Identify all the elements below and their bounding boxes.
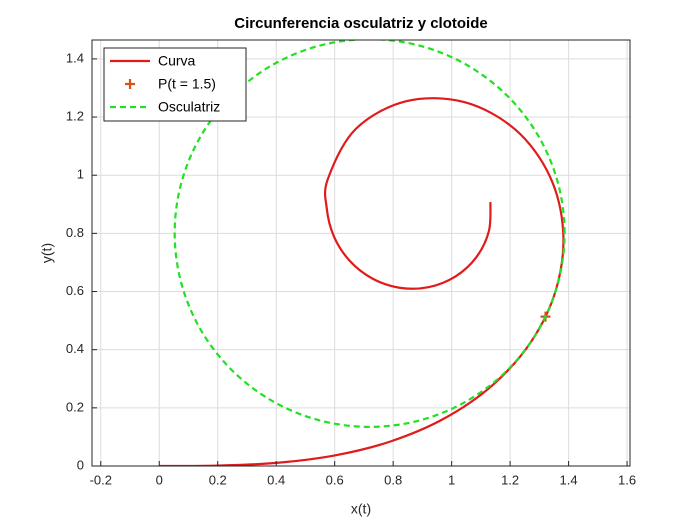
y-tick-label: 0.2 bbox=[66, 399, 84, 414]
x-tick-label: 1.4 bbox=[560, 472, 578, 487]
y-tick-label: 0 bbox=[77, 457, 84, 472]
y-tick-label: 1 bbox=[77, 167, 84, 182]
x-tick-label: 0 bbox=[156, 472, 163, 487]
legend-swatch bbox=[125, 79, 135, 89]
chart-title: Circunferencia osculatriz y clotoide bbox=[234, 15, 487, 32]
x-tick-label: 0.2 bbox=[209, 472, 227, 487]
legend: Curva P(t = 1.5) Osculatriz bbox=[103, 47, 247, 122]
legend-label: Osculatriz bbox=[158, 99, 220, 115]
x-tick-label: 1.2 bbox=[501, 472, 519, 487]
legend-label: Curva bbox=[158, 53, 196, 69]
y-tick-label: 0.4 bbox=[66, 341, 84, 356]
x-tick-label: 1.6 bbox=[618, 472, 636, 487]
y-tick-label: 0.6 bbox=[66, 283, 84, 298]
legend-label: P(t = 1.5) bbox=[158, 76, 216, 92]
y-tick-label: 1.2 bbox=[66, 108, 84, 123]
axes: -0.2 0 0.2 0.4 0.6 0.8 1 1.2 1.4 1.6 0 0.2 0.4 0.6 0.8… bbox=[66, 39, 636, 487]
y-tick-label: 0.8 bbox=[66, 225, 84, 240]
x-tick-label: 0.4 bbox=[267, 472, 285, 487]
axes-box bbox=[91, 39, 631, 467]
x-tick-label: -0.2 bbox=[90, 472, 112, 487]
y-axis-label: y(t) bbox=[39, 243, 55, 263]
series-line bbox=[159, 97, 565, 466]
x-tick-label: 1 bbox=[448, 472, 455, 487]
x-tick-label: 0.8 bbox=[384, 472, 402, 487]
series-line bbox=[173, 40, 566, 428]
x-axis-label: x(t) bbox=[351, 501, 371, 517]
marks bbox=[159, 40, 566, 466]
y-tick-label: 1.4 bbox=[66, 50, 84, 65]
x-tick-label: 0.6 bbox=[326, 472, 344, 487]
